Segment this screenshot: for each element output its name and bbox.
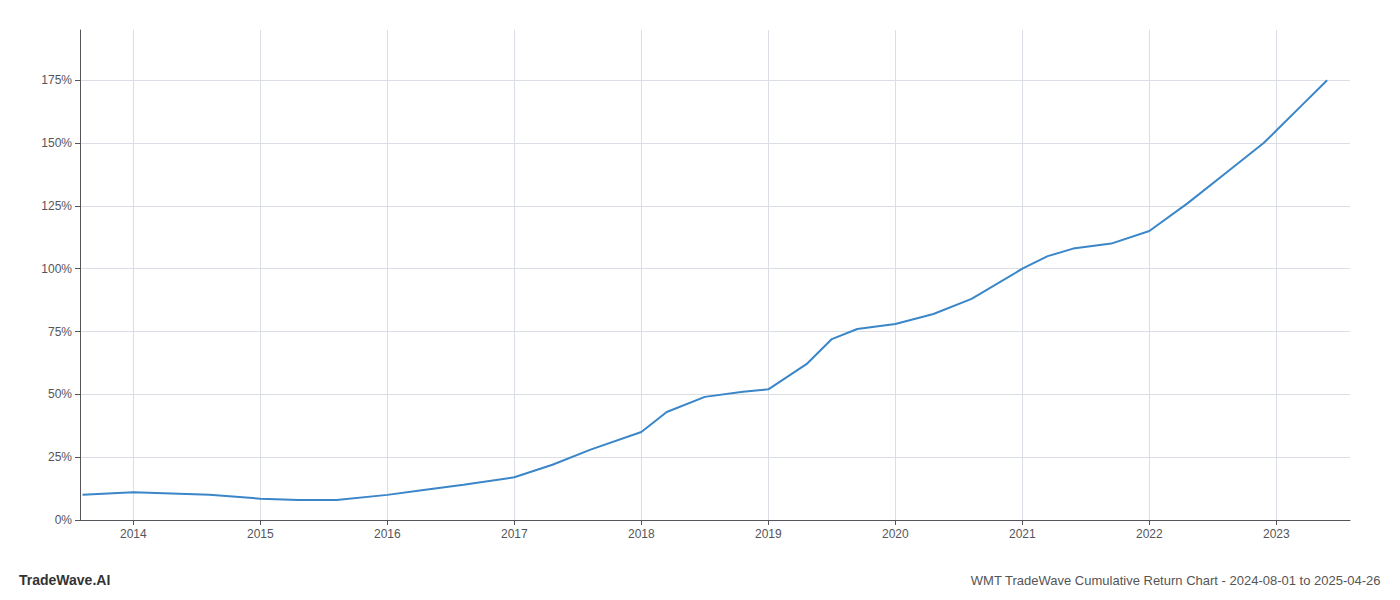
svg-text:2023: 2023 — [1263, 527, 1290, 541]
svg-text:25%: 25% — [48, 450, 72, 464]
svg-text:175%: 175% — [41, 73, 72, 87]
svg-text:50%: 50% — [48, 387, 72, 401]
svg-text:2020: 2020 — [882, 527, 909, 541]
svg-text:2014: 2014 — [120, 527, 147, 541]
svg-text:2022: 2022 — [1136, 527, 1163, 541]
svg-text:2017: 2017 — [501, 527, 528, 541]
svg-text:2019: 2019 — [755, 527, 782, 541]
svg-text:2021: 2021 — [1009, 527, 1036, 541]
svg-text:WMT TradeWave Cumulative Retur: WMT TradeWave Cumulative Return Chart - … — [971, 573, 1381, 588]
svg-text:125%: 125% — [41, 199, 72, 213]
svg-text:2015: 2015 — [247, 527, 274, 541]
svg-text:2018: 2018 — [628, 527, 655, 541]
svg-text:150%: 150% — [41, 136, 72, 150]
svg-text:75%: 75% — [48, 325, 72, 339]
svg-text:TradeWave.AI: TradeWave.AI — [19, 572, 110, 588]
svg-text:100%: 100% — [41, 262, 72, 276]
svg-text:0%: 0% — [55, 513, 73, 527]
svg-text:2016: 2016 — [374, 527, 401, 541]
